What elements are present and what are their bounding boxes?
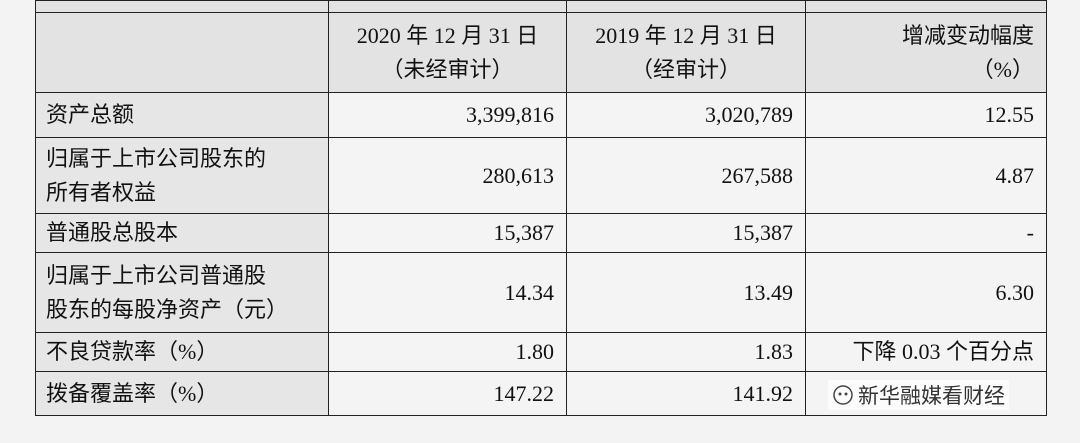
cell-text: 下降 0.03 个百分点 <box>852 339 1034 364</box>
value-cell: 4.87 <box>805 137 1047 214</box>
header-row: 2020 年 12 月 31 日 （未经审计） 2019 年 12 月 31 日 （经… <box>35 12 1047 93</box>
cell-text: 归属于上市公司股东的 <box>46 145 267 171</box>
row-label: 拨备覆盖率（%） <box>35 371 329 416</box>
cell-text: 1.83 <box>754 339 794 364</box>
cell-text: 12.55 <box>984 102 1035 127</box>
watermark-icon <box>833 385 853 405</box>
cell-text: 普通股总股本 <box>46 220 179 245</box>
cell-text: 2019 年 12 月 31 日 <box>595 22 777 48</box>
cell-text: （未经审计） <box>381 56 514 82</box>
cell-text: 不良贷款率（%） <box>46 339 219 364</box>
table-row: 资产总额 3,399,816 3,020,789 12.55 <box>35 92 1047 138</box>
header-cell <box>35 12 329 93</box>
value-cell: 14.34 <box>328 252 567 333</box>
cell-text: （%） <box>971 56 1034 82</box>
table-cell <box>566 0 806 13</box>
cell-text: 267,588 <box>721 162 794 188</box>
cell-text: 1.80 <box>515 339 555 364</box>
cell-text: 归属于上市公司普通股 <box>46 262 267 288</box>
cell-text: 15,387 <box>493 220 555 245</box>
value-cell: 下降 0.03 个百分点 <box>805 332 1047 372</box>
watermark: 新华融媒看财经 <box>828 380 1009 410</box>
table-cell <box>805 0 1047 13</box>
watermark-text: 新华融媒看财经 <box>858 384 1005 408</box>
cell-text: 280,613 <box>482 162 555 188</box>
value-cell: 15,387 <box>566 213 806 253</box>
cell-text: （经审计） <box>630 56 741 82</box>
value-cell: - <box>805 213 1047 253</box>
cell-text: 14.34 <box>504 279 555 305</box>
cell-text: 6.30 <box>995 279 1035 305</box>
cell-text: 所有者权益 <box>46 179 157 205</box>
cell-text: 13.49 <box>743 279 794 305</box>
cell-text: - <box>1026 220 1034 245</box>
value-cell: 3,020,789 <box>566 92 806 138</box>
row-label: 归属于上市公司股东的 所有者权益 <box>35 137 329 214</box>
financial-table: 2020 年 12 月 31 日 （未经审计） 2019 年 12 月 31 日 （经… <box>35 0 1047 416</box>
value-cell: 141.92 <box>566 371 806 416</box>
row-label: 归属于上市公司普通股 股东的每股净资产（元） <box>35 252 329 333</box>
cell-text: 资产总额 <box>46 102 135 127</box>
header-cell: 2019 年 12 月 31 日 （经审计） <box>566 12 806 93</box>
cell-text: 拨备覆盖率（%） <box>46 380 219 406</box>
cell-text: 3,020,789 <box>705 102 793 127</box>
header-cell: 2020 年 12 月 31 日 （未经审计） <box>328 12 567 93</box>
header-cell: 增减变动幅度 （%） <box>805 12 1047 93</box>
cell-text: 增减变动幅度 <box>901 22 1034 48</box>
row-label: 不良贷款率（%） <box>35 332 329 372</box>
table-row: 归属于上市公司普通股 股东的每股净资产（元） 14.34 13.49 6.30 <box>35 252 1047 333</box>
value-cell: 147.22 <box>328 371 567 416</box>
value-cell: 1.80 <box>328 332 567 372</box>
value-cell: 6.30 <box>805 252 1047 333</box>
row-label: 资产总额 <box>35 92 329 138</box>
row-label: 普通股总股本 <box>35 213 329 253</box>
value-cell: 13.49 <box>566 252 806 333</box>
table-row: 不良贷款率（%） 1.80 1.83 下降 0.03 个百分点 <box>35 332 1047 372</box>
table-cell <box>328 0 567 13</box>
value-cell: 280,613 <box>328 137 567 214</box>
value-cell: 3,399,816 <box>328 92 567 138</box>
table-row <box>35 0 1047 13</box>
table-row: 普通股总股本 15,387 15,387 - <box>35 213 1047 253</box>
value-cell: 1.83 <box>566 332 806 372</box>
cell-text: 15,387 <box>732 220 794 245</box>
cell-text: 2020 年 12 月 31 日 <box>356 22 539 48</box>
value-cell: 15,387 <box>328 213 567 253</box>
cell-text: 147.22 <box>493 380 555 406</box>
cell-text: 141.92 <box>732 380 794 406</box>
cell-text: 3,399,816 <box>466 102 554 127</box>
value-cell: 12.55 <box>805 92 1047 138</box>
table-row: 归属于上市公司股东的 所有者权益 280,613 267,588 4.87 <box>35 137 1047 214</box>
cell-text: 4.87 <box>995 162 1035 188</box>
value-cell: 267,588 <box>566 137 806 214</box>
cell-text: 股东的每股净资产（元） <box>46 296 289 322</box>
table-cell <box>35 0 329 13</box>
